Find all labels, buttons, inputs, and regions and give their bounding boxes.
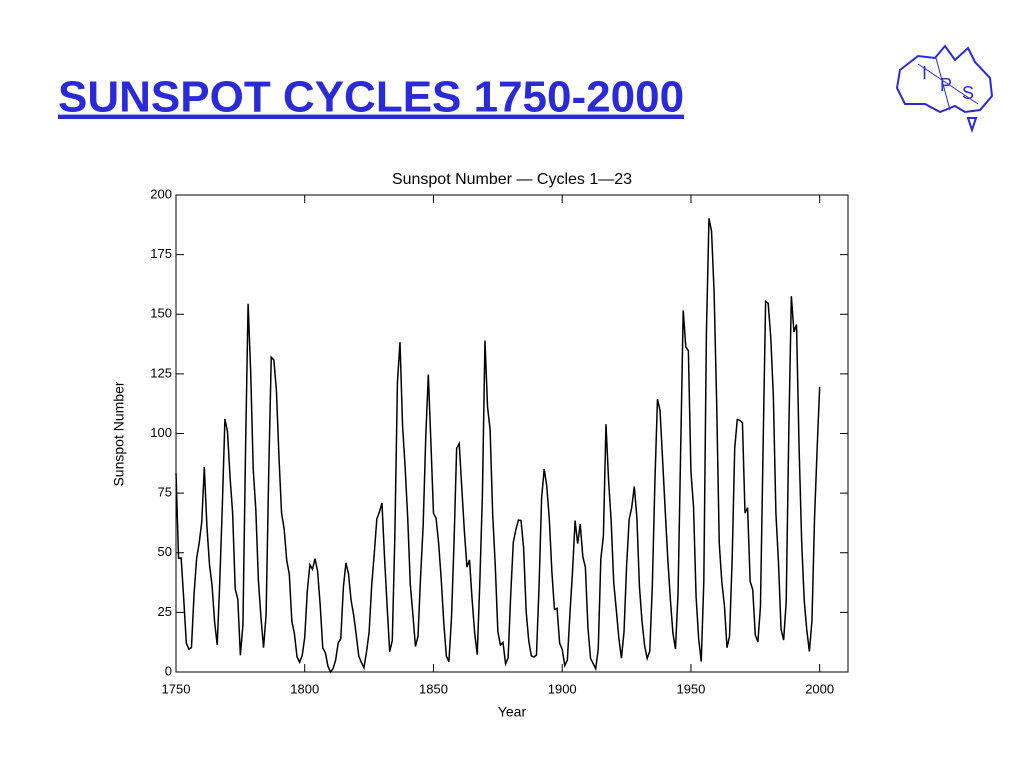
y-tick-label: 150 [150,306,172,321]
y-tick-label: 100 [150,425,172,440]
y-tick-label: 200 [150,186,172,201]
logo-outline [895,44,994,114]
y-tick-label: 50 [158,544,172,559]
y-tick-label: 125 [150,365,172,380]
x-tick-label: 1800 [290,681,319,696]
logo-island [966,117,978,134]
logo-letter: P [940,75,952,95]
x-tick-label: 1750 [162,681,191,696]
sunspot-line [175,218,821,674]
x-tick-label: 1900 [548,681,577,696]
x-tick-label: 2000 [805,681,834,696]
chart-title: Sunspot Number — Cycles 1—23 [392,171,632,188]
logo-rays [917,57,979,111]
x-axis-label: Year [498,704,527,720]
y-tick-label: 25 [158,604,172,619]
y-tick-label: 175 [150,246,172,261]
y-tick-label: 75 [158,485,172,500]
logo-letter: S [962,83,974,103]
y-tick-label: 0 [165,663,172,678]
logo-letter: I [922,63,927,83]
y-axis-label: Sunspot Number [111,381,127,486]
x-tick-label: 1950 [676,681,705,696]
logo [895,44,994,134]
plot-frame [175,194,849,673]
x-tick-label: 1850 [419,681,448,696]
slide-heading: SUNSPOT CYCLES 1750-2000 [58,73,684,122]
